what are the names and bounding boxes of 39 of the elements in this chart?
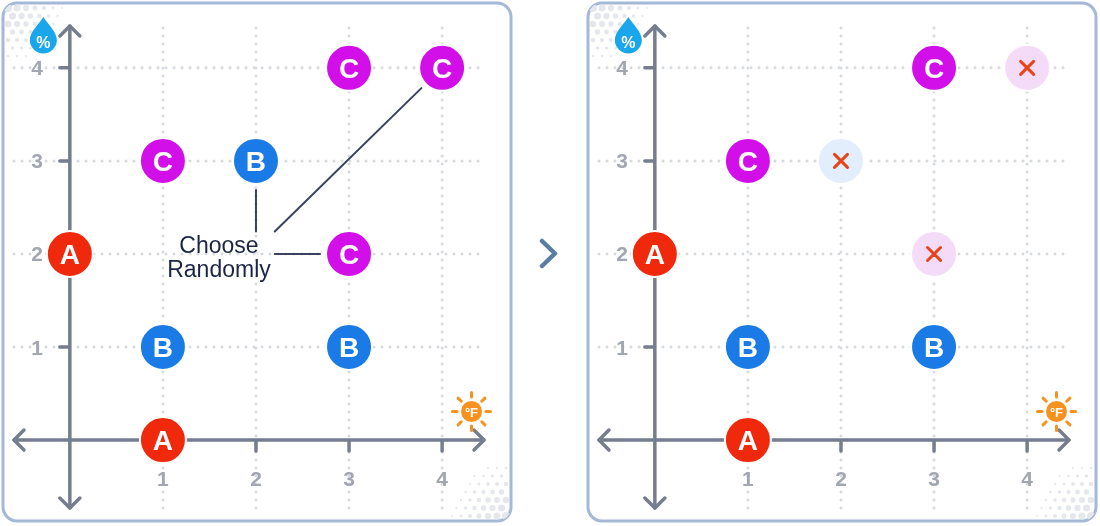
text: A xyxy=(737,425,759,457)
y-tick-label: 2 xyxy=(31,242,43,266)
series-label: B xyxy=(245,145,267,177)
point xyxy=(1003,43,1052,92)
y-tick-label: 1 xyxy=(616,335,629,359)
point xyxy=(910,229,959,278)
text: B xyxy=(152,332,174,364)
text: C xyxy=(152,145,174,177)
series-label: A xyxy=(59,238,80,270)
x-axis-title: °F xyxy=(1049,404,1064,420)
y-tick-label: 1 xyxy=(31,335,44,359)
series-label: C xyxy=(338,238,360,270)
x-tick-label: 3 xyxy=(343,467,355,491)
series-label: A xyxy=(644,238,665,270)
annotation: Choose Randomly xyxy=(167,231,272,282)
y-axis-title: % xyxy=(621,33,636,51)
y-tick-label: 3 xyxy=(616,149,628,173)
y-axis-title: % xyxy=(36,33,51,51)
text: B xyxy=(923,332,945,364)
y-tick-label: 2 xyxy=(616,242,628,266)
text: C xyxy=(432,52,453,84)
x-tick-label: 3 xyxy=(928,467,940,491)
x-tick-label: 1 xyxy=(157,467,170,491)
y-tick-label: 4 xyxy=(31,56,44,80)
text: A xyxy=(152,425,174,457)
text: C xyxy=(923,52,945,84)
series-label: B xyxy=(737,332,759,364)
series-label: C xyxy=(737,145,759,177)
x-tick-label: 4 xyxy=(1021,467,1034,491)
x-tick-label: 2 xyxy=(250,467,262,491)
x-tick-label: 4 xyxy=(436,467,449,491)
text: B xyxy=(338,332,360,364)
point xyxy=(816,136,865,185)
x-axis-title: °F xyxy=(464,404,479,420)
y-tick-label: 3 xyxy=(31,149,43,173)
y-tick-label: 4 xyxy=(616,56,629,80)
x-tick-label: 2 xyxy=(835,467,847,491)
x-tick-label: 1 xyxy=(742,467,755,491)
text: C xyxy=(338,52,360,84)
